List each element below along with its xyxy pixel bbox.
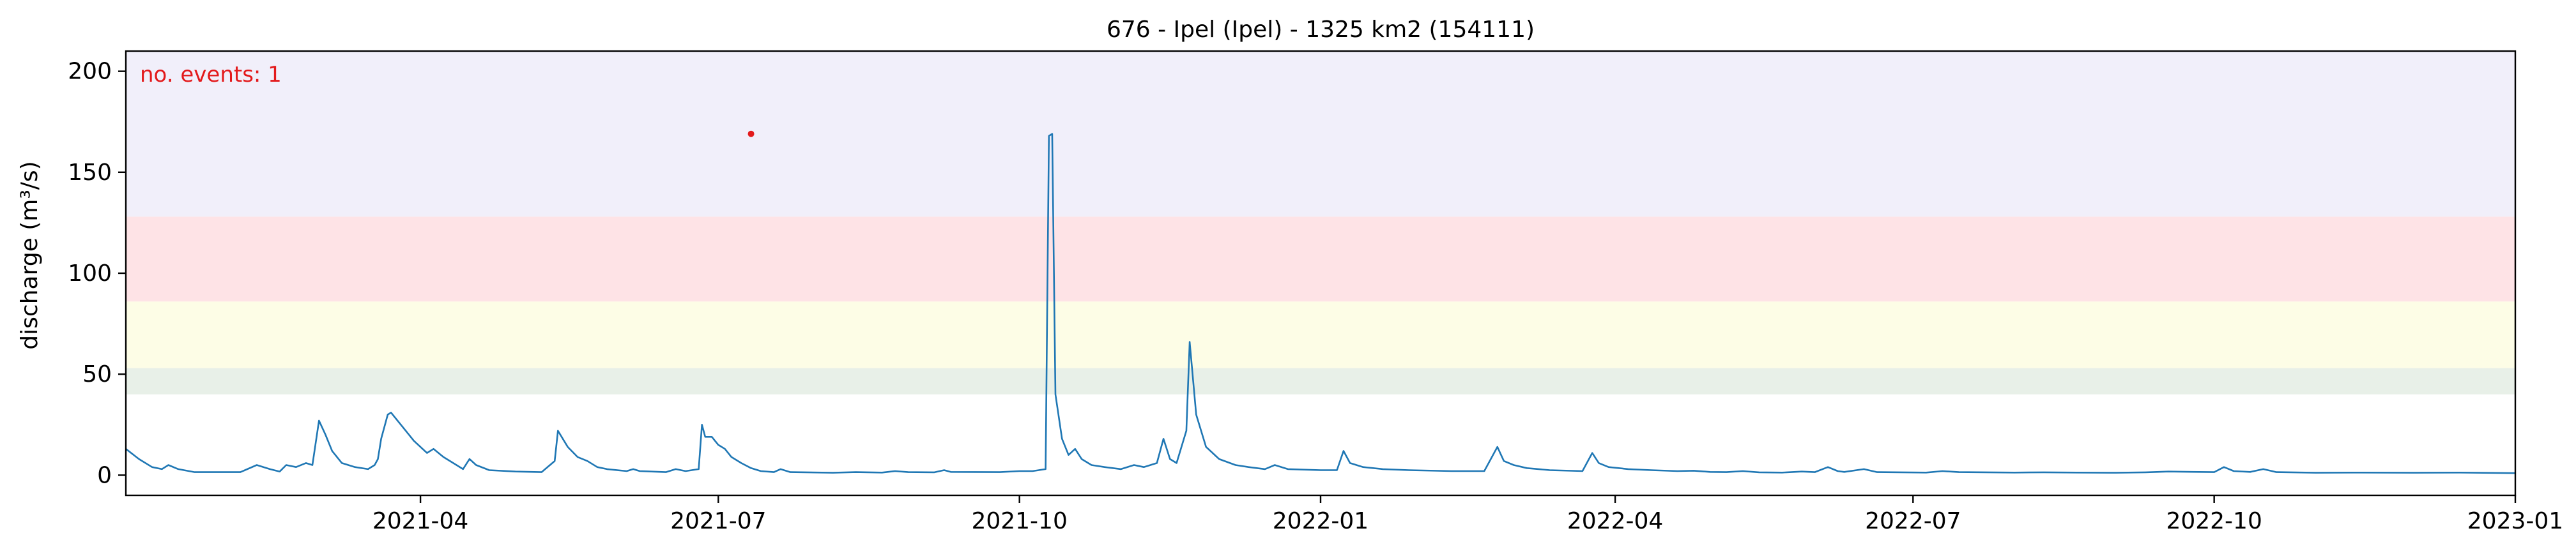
event-count-annotation: no. events: 1	[140, 62, 282, 87]
chart-title: 676 - Ipel (Ipel) - 1325 km2 (154111)	[1107, 17, 1535, 43]
x-tick-label: 2021-04	[372, 508, 468, 534]
threshold-band-2	[126, 216, 2515, 302]
threshold-band-0	[126, 368, 2515, 394]
threshold-band-1	[126, 301, 2515, 368]
y-axis-label: discharge (m³/s)	[17, 161, 43, 349]
x-tick-label: 2022-10	[2166, 508, 2262, 534]
y-axis: 0 50 100 150 200	[68, 59, 126, 488]
x-tick-label: 2021-07	[670, 508, 766, 534]
y-tick-label: 0	[97, 462, 112, 488]
series-layer	[126, 133, 2515, 474]
y-tick-label: 100	[68, 260, 112, 287]
x-tick-label: 2022-07	[1865, 508, 1961, 534]
x-tick-label: 2022-04	[1567, 508, 1663, 534]
y-tick-label: 150	[68, 160, 112, 186]
x-tick-label: 2023-01	[2467, 508, 2563, 534]
x-tick-label: 2021-10	[971, 508, 1067, 534]
y-tick-label: 200	[68, 59, 112, 85]
discharge-series-line	[126, 133, 2515, 474]
x-tick-label: 2022-01	[1273, 508, 1368, 534]
x-axis: 2021-04 2021-07 2021-10 2022-01 2022-04 2022-…	[372, 495, 2563, 534]
event-marker	[747, 130, 755, 137]
y-tick-label: 50	[82, 361, 112, 387]
events-layer	[747, 130, 755, 137]
threshold-band-3	[126, 51, 2515, 217]
threshold-bands	[126, 51, 2515, 394]
